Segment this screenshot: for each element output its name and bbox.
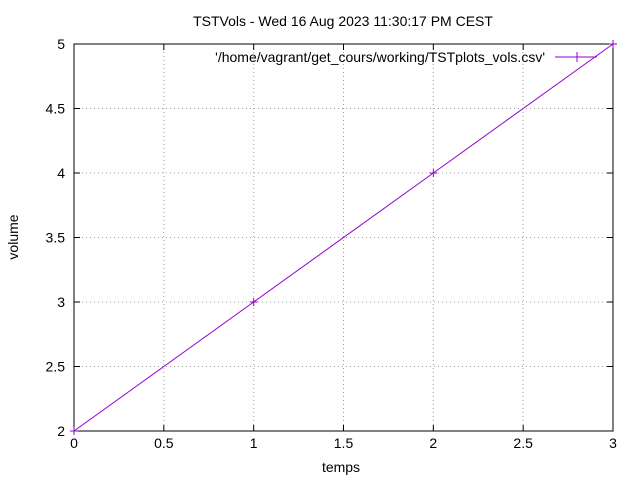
y-tick-label: 2.5 <box>46 359 66 375</box>
y-tick-label: 5 <box>57 36 65 52</box>
x-tick-label: 2 <box>429 435 437 451</box>
series-layer <box>70 40 617 435</box>
data-point <box>609 40 617 48</box>
y-tick-label: 3 <box>57 294 65 310</box>
x-tick-label: 0.5 <box>154 435 174 451</box>
legend-marker <box>572 52 582 62</box>
ticks: 0 0.5 1 1.5 2 2.5 3 2 2.5 3 3.5 4 4.5 5 <box>46 36 618 451</box>
data-point <box>429 169 438 177</box>
x-axis-label: temps <box>322 459 360 475</box>
y-tick-label: 2 <box>57 423 65 439</box>
legend-label: '/home/vagrant/get_cours/working/TSTplot… <box>215 49 545 65</box>
chart-title: TSTVols - Wed 16 Aug 2023 11:30:17 PM CE… <box>193 13 493 29</box>
y-tick-label: 3.5 <box>46 230 66 246</box>
x-tick-label: 2.5 <box>513 435 533 451</box>
x-tick-label: 1.5 <box>334 435 354 451</box>
y-axis-label: volume <box>5 214 21 259</box>
x-tick-label: 3 <box>609 435 617 451</box>
legend: '/home/vagrant/get_cours/working/TSTplot… <box>215 49 597 65</box>
x-tick-label: 0 <box>70 435 78 451</box>
series-line <box>73 43 614 432</box>
y-tick-label: 4 <box>57 165 65 181</box>
data-point <box>70 427 78 435</box>
x-tick-label: 1 <box>250 435 258 451</box>
data-point <box>249 298 258 306</box>
y-tick-label: 4.5 <box>46 101 66 117</box>
